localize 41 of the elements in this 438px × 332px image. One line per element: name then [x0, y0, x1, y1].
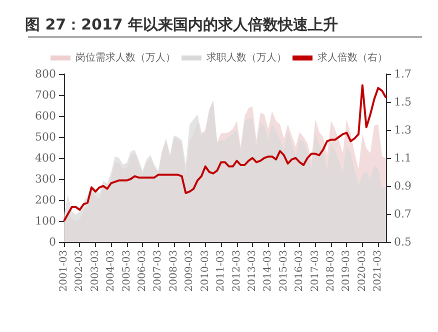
legend-label: 求人倍数（右） [318, 52, 388, 64]
y-tick-label: 400 [35, 152, 56, 164]
x-tick-label: 2019-03 [341, 250, 352, 292]
y2-tick-label: 0.9 [394, 180, 412, 192]
y2-tick-label: 1.7 [394, 68, 412, 80]
y-tick-label: 300 [35, 172, 56, 186]
x-tick-label: 2021-03 [372, 250, 384, 292]
x-tick-label: 2017-03 [310, 250, 321, 292]
x-tick-label: 2005-03 [121, 250, 132, 292]
y2-tick-label: 1.5 [394, 96, 412, 108]
x-tick-label: 2012-03 [231, 250, 242, 292]
y2-tick-label: 1.1 [394, 152, 412, 164]
x-tick-label: 2007-03 [152, 250, 164, 292]
y-tick-label: 200 [35, 194, 56, 206]
legend-label: 岗位需求人数（万人） [76, 52, 176, 64]
x-tick-label: 2020-03 [356, 250, 368, 292]
x-tick-label: 2011-03 [216, 250, 227, 292]
y2-tick-label: 0.7 [394, 208, 412, 220]
y-tick-label: 700 [35, 88, 56, 102]
y-tick-label: 100 [35, 214, 56, 228]
x-tick-label: 2014-03 [262, 250, 274, 292]
x-tick-label: 2016-03 [294, 250, 306, 292]
x-tick-label: 2018-03 [326, 250, 337, 292]
x-tick-label: 2013-03 [246, 250, 258, 292]
x-tick-label: 2008-03 [168, 250, 180, 292]
x-tick-label: 2001-03 [58, 250, 70, 292]
x-tick-label: 2004-03 [106, 250, 117, 292]
x-tick-label: 2010-03 [200, 250, 211, 292]
x-tick-label: 2009-03 [184, 250, 196, 292]
x-tick-label: 2003-03 [90, 250, 101, 292]
y2-tick-label: 0.5 [394, 236, 412, 248]
y-tick-label: 800 [35, 68, 56, 80]
x-tick-label: 2002-03 [74, 250, 86, 292]
x-tick-label: 2006-03 [137, 250, 148, 292]
x-tick-label: 2015-03 [278, 250, 290, 292]
y-tick-label: 0 [49, 236, 56, 248]
chart-title: 图 27：2017 年以来国内的求人倍数快速上升 [25, 16, 338, 34]
y-tick-label: 500 [35, 130, 56, 144]
legend-label: 求职人数（万人） [206, 52, 286, 64]
y2-tick-label: 1.3 [394, 124, 412, 136]
y-tick-label: 600 [35, 110, 56, 122]
